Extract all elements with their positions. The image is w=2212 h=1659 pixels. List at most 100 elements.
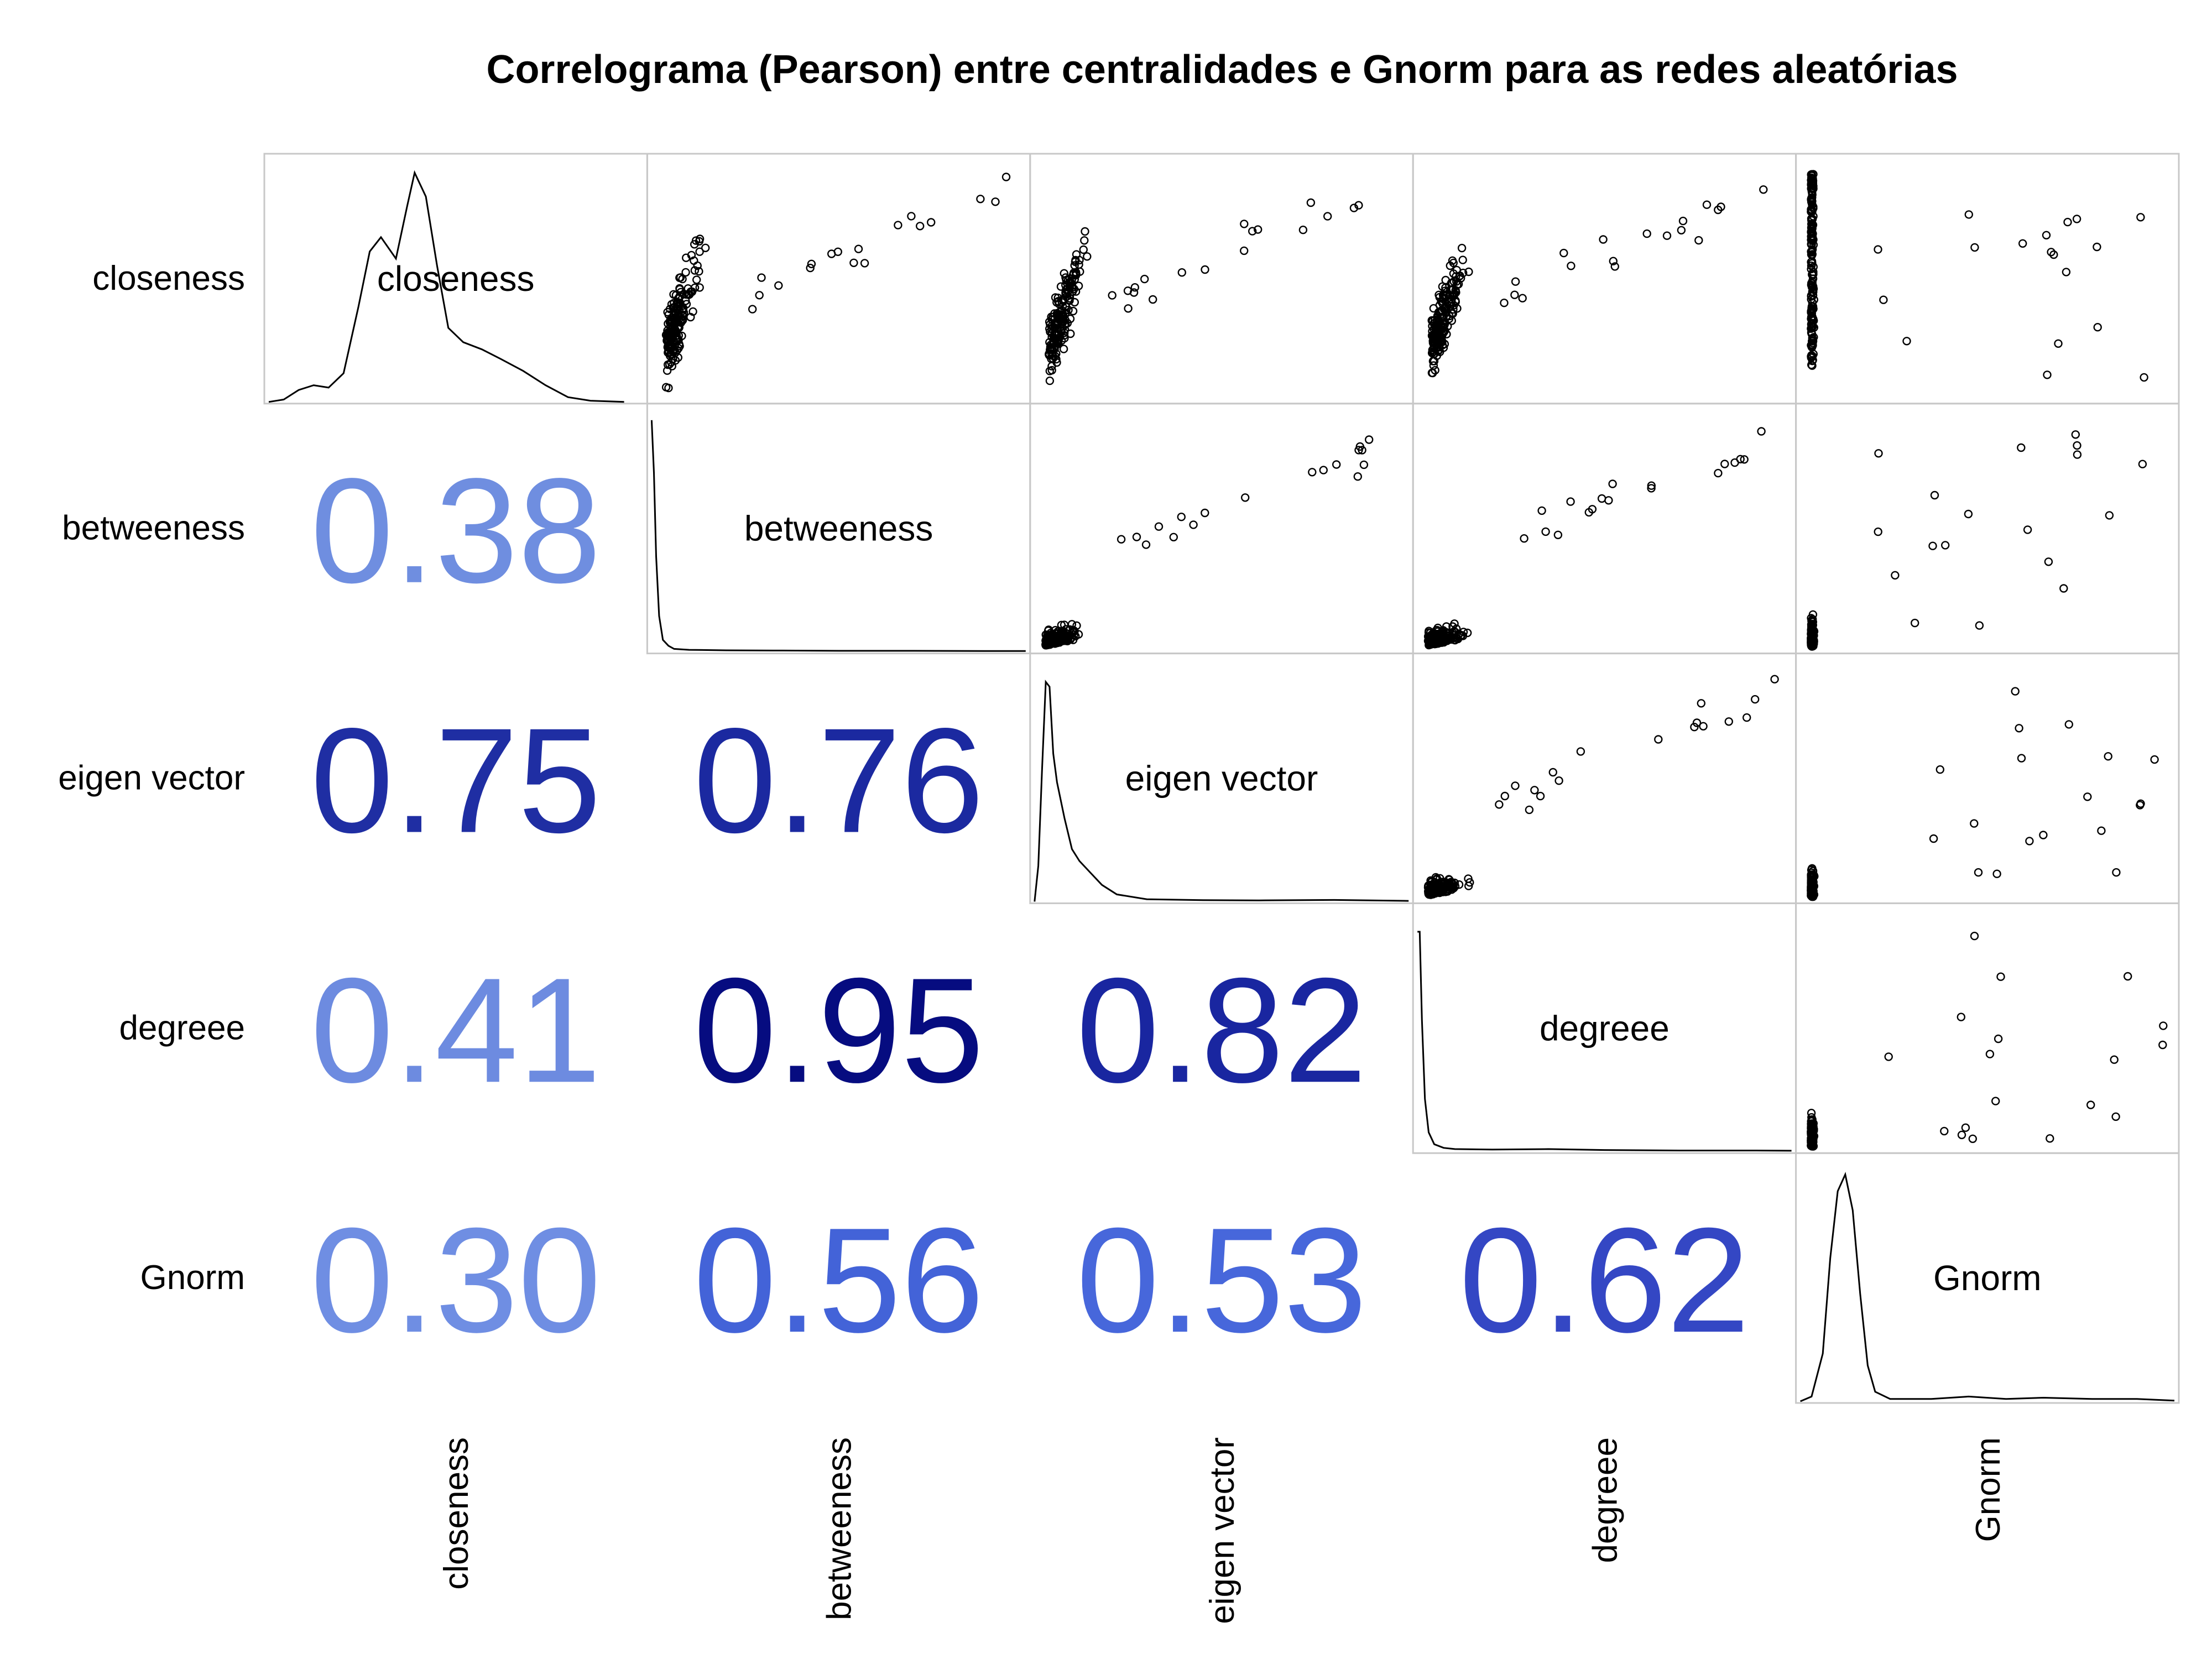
scatter-point: [692, 275, 701, 284]
scatter-point: [2044, 557, 2053, 566]
chart-title: Correlograma (Pearson) entre centralidad…: [486, 48, 1958, 92]
scatter-point: [1069, 268, 1078, 278]
scatter-point: [774, 281, 783, 290]
scatter-point: [1045, 376, 1055, 385]
scatter-point: [665, 341, 674, 350]
scatter-point: [1140, 274, 1149, 284]
scatter-point: [1464, 267, 1473, 276]
scatter-point: [1714, 468, 1723, 478]
scatter-point: [1518, 294, 1527, 302]
corr-value-betweeness-closeness: 0.38: [310, 448, 601, 614]
scatter-point: [1062, 292, 1072, 301]
scatter-point: [2136, 213, 2145, 222]
scatter-point: [1808, 259, 1817, 268]
scatter-point: [1510, 290, 1519, 299]
scatter-point: [1770, 675, 1779, 684]
scatter-point: [675, 284, 684, 293]
scatter-betweeness-degreee: [1423, 427, 1766, 650]
scatter-point: [748, 305, 757, 314]
scatter-point: [1059, 635, 1068, 644]
corr-value-gnorm-betweeness: 0.56: [693, 1197, 984, 1364]
panel-eigen-vector-gnorm: [1795, 653, 2180, 904]
scatter-point: [2138, 460, 2147, 468]
corr-value-degreee-closeness: 0.41: [310, 947, 601, 1114]
scatter-point: [1994, 1034, 2003, 1044]
scatter-point: [1750, 695, 1760, 704]
scatter-point: [681, 268, 690, 277]
scatter-point: [1437, 313, 1447, 322]
scatter-point: [1597, 494, 1606, 503]
scatter-point: [1354, 446, 1363, 455]
scatter-point: [915, 222, 925, 231]
scatter-eigen-vector-degreee: [1423, 675, 1779, 899]
diagonal-label-gnorm: Gnorm: [1933, 1258, 2042, 1298]
scatter-point: [1177, 268, 1187, 277]
scatter-point: [1807, 634, 1815, 643]
scatter-point: [1189, 520, 1198, 529]
scatter-point: [1604, 496, 1613, 505]
scatter-point: [674, 298, 683, 307]
row-label-eigen-vector: eigen vector: [58, 759, 245, 797]
panel-eigen-vector-degreee: [1412, 653, 1797, 904]
scatter-point: [1566, 497, 1575, 506]
scatter-point: [1072, 621, 1081, 630]
scatter-point: [926, 218, 936, 227]
scatter-point: [1430, 338, 1439, 347]
scatter-point: [1808, 620, 1818, 630]
scatter-eigen-vector-gnorm: [1807, 687, 2159, 901]
scatter-point: [1437, 335, 1446, 344]
scatter-point: [664, 383, 673, 393]
scatter-point: [860, 259, 869, 268]
scatter-point: [1332, 460, 1341, 469]
diagonal-label-eigen-vector: eigen vector: [1125, 759, 1318, 799]
panel-closeness-degreee: [1412, 153, 1797, 405]
scatter-point: [1808, 190, 1817, 199]
scatter-point: [1441, 275, 1450, 285]
scatter-point: [1930, 491, 1939, 500]
scatter-point: [1511, 277, 1520, 286]
scatter-point: [1609, 257, 1618, 265]
scatter-point: [1070, 630, 1079, 639]
scatter-point: [1714, 205, 1723, 215]
scatter-point: [1608, 479, 1617, 488]
scatter-point: [1429, 361, 1438, 370]
scatter-point: [1910, 618, 1919, 628]
scatter-point: [1554, 776, 1563, 785]
scatter-point: [1808, 225, 1817, 234]
scatter-point: [1080, 236, 1089, 245]
scatter-point: [1358, 446, 1366, 455]
diagonal-label-betweeness: betweeness: [744, 509, 933, 549]
scatter-point: [1057, 311, 1066, 320]
scatter-point: [1239, 246, 1249, 255]
scatter-point: [1047, 362, 1056, 371]
scatter-point: [1964, 210, 1974, 219]
scatter-point: [1431, 366, 1439, 375]
scatter-point: [1808, 877, 1818, 886]
scatter-point: [1452, 272, 1460, 281]
scatter-point: [1807, 630, 1816, 639]
scatter-point: [2064, 720, 2074, 729]
scatter-point: [976, 195, 985, 204]
scatter-point: [2140, 373, 2148, 382]
scatter-point: [1047, 312, 1056, 321]
panel-closeness-eigen-vector: [1029, 153, 1414, 405]
scatter-point: [1757, 427, 1766, 436]
scatter-point: [1438, 636, 1448, 645]
scatter-point: [1807, 216, 1817, 225]
scatter-point: [1426, 640, 1435, 649]
scatter-point: [1448, 256, 1457, 265]
scatter-point: [1464, 874, 1473, 883]
scatter-point: [1079, 245, 1088, 254]
scatter-point: [1808, 615, 1817, 624]
scatter-point: [2043, 371, 2052, 379]
scatter-point: [1447, 309, 1457, 318]
scatter-point: [1970, 243, 1979, 252]
scatter-point: [1720, 460, 1729, 468]
scatter-point: [663, 326, 672, 335]
scatter-point: [1458, 255, 1467, 264]
panel-degreee-gnorm: [1795, 902, 2180, 1154]
scatter-point: [1353, 472, 1363, 481]
scatter-point: [1567, 262, 1575, 270]
scatter-point: [693, 261, 702, 270]
scatter-point: [1807, 1119, 1816, 1129]
